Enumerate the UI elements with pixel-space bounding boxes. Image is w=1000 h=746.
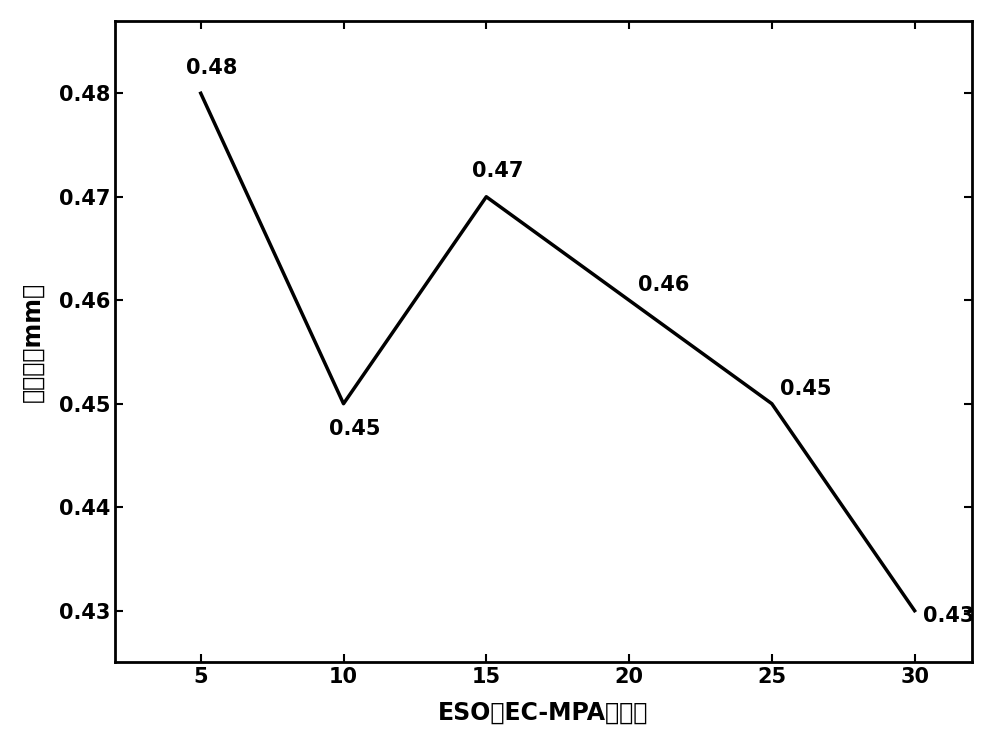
Text: 0.47: 0.47 bbox=[472, 161, 523, 181]
Y-axis label: 膜厉度（mm）: 膜厉度（mm） bbox=[21, 281, 45, 401]
Text: 0.43: 0.43 bbox=[923, 606, 975, 626]
Text: 0.48: 0.48 bbox=[186, 57, 238, 78]
Text: 0.46: 0.46 bbox=[638, 275, 689, 295]
X-axis label: ESO与EC-MPA质量比: ESO与EC-MPA质量比 bbox=[438, 701, 649, 725]
Text: 0.45: 0.45 bbox=[329, 419, 381, 439]
Text: 0.45: 0.45 bbox=[780, 378, 832, 398]
